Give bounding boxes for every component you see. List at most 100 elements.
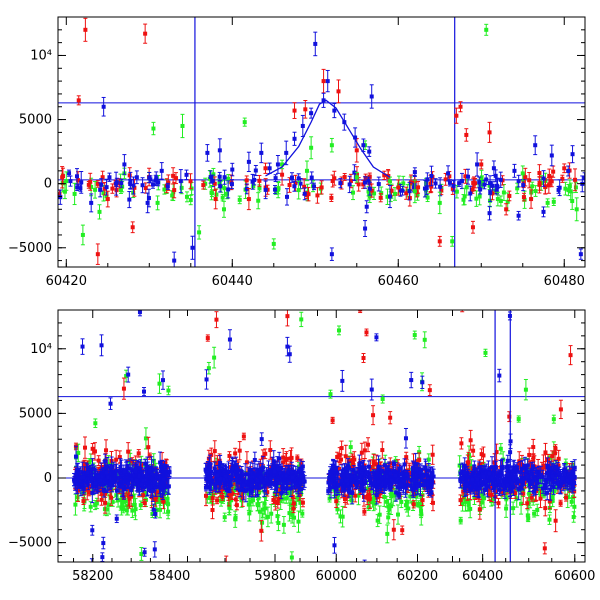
data-point-red: [210, 496, 215, 501]
data-point-green: [295, 495, 300, 500]
data-point-blue: [167, 470, 172, 475]
data-point-red: [471, 180, 476, 185]
data-point-red: [529, 197, 534, 202]
data-point-blue: [105, 475, 110, 480]
data-point-green: [248, 499, 253, 504]
data-point-green: [118, 497, 123, 502]
data-point-red: [213, 197, 218, 202]
data-point-red: [103, 500, 108, 505]
data-point-red: [547, 173, 552, 178]
data-point-green: [573, 185, 578, 190]
data-point-red: [321, 79, 326, 84]
data-point-red: [348, 179, 353, 184]
data-point-blue: [338, 181, 343, 186]
data-point-blue: [246, 159, 251, 164]
data-point-blue: [149, 484, 154, 489]
data-point-blue: [332, 108, 337, 113]
data-point-blue: [99, 474, 104, 479]
data-point-blue: [466, 174, 471, 179]
data-point-blue: [252, 478, 257, 483]
data-point-blue: [72, 479, 77, 484]
data-point-blue: [89, 200, 94, 205]
data-point-blue: [302, 191, 307, 196]
data-point-green: [220, 195, 225, 200]
data-point-red: [573, 177, 578, 182]
data-point-blue: [140, 478, 145, 483]
data-point-blue: [142, 550, 147, 555]
data-point-blue: [128, 181, 133, 186]
data-point-blue: [112, 589, 116, 593]
data-point-blue: [172, 258, 177, 263]
data-point-blue: [239, 469, 244, 474]
data-point-green: [184, 194, 189, 199]
data-point-green: [462, 194, 467, 199]
data-point-blue: [81, 475, 86, 480]
data-point-blue: [246, 472, 251, 477]
data-point-red: [83, 445, 88, 450]
data-point-blue: [285, 344, 290, 349]
data-point-blue: [226, 187, 231, 192]
data-point-green: [222, 186, 227, 191]
data-point-green: [276, 520, 281, 525]
data-point-blue: [300, 123, 305, 128]
data-point-blue: [498, 177, 503, 182]
data-point-green: [73, 502, 78, 507]
data-point-blue: [86, 477, 91, 482]
data-point-red: [288, 456, 293, 461]
data-point-blue: [121, 486, 126, 491]
data-point-red: [443, 177, 448, 182]
data-point-blue: [114, 468, 119, 473]
data-point-green: [150, 511, 155, 516]
data-point-blue: [325, 79, 330, 84]
data-point-green: [158, 507, 163, 512]
data-point-red: [336, 89, 341, 94]
data-point-red: [92, 449, 97, 454]
data-point-blue: [122, 469, 127, 474]
data-point-green: [271, 241, 276, 246]
data-point-blue: [484, 177, 489, 182]
data-point-blue: [364, 204, 369, 209]
data-point-green: [212, 355, 217, 360]
data-point-red: [363, 175, 368, 180]
data-point-blue: [129, 477, 134, 482]
data-point-blue: [491, 166, 496, 171]
data-point-green: [138, 503, 143, 508]
data-point-blue: [126, 481, 131, 486]
data-point-red: [300, 500, 305, 505]
data-point-blue: [152, 547, 157, 552]
data-point-blue: [139, 482, 144, 487]
data-point-blue: [570, 152, 575, 157]
data-point-blue: [222, 175, 227, 180]
data-point-blue: [126, 372, 131, 377]
data-point-green: [170, 193, 175, 198]
data-point-red: [281, 455, 286, 460]
data-point-green: [107, 502, 112, 507]
data-point-red: [458, 104, 463, 109]
data-point-blue: [85, 470, 90, 475]
data-point-blue: [438, 184, 443, 189]
data-point-blue: [285, 194, 290, 199]
data-point-red: [428, 182, 433, 187]
data-point-red: [437, 239, 442, 244]
data-point-green: [188, 198, 193, 203]
data-point-green: [379, 191, 384, 196]
y-tick-label: −5000: [8, 241, 52, 256]
data-point-blue: [152, 480, 157, 485]
data-point-green: [233, 517, 238, 522]
data-point-green: [530, 184, 535, 189]
data-point-blue: [230, 167, 235, 172]
data-point-blue: [352, 170, 357, 175]
data-point-green: [110, 499, 115, 504]
data-point-blue: [429, 173, 434, 178]
data-point-blue: [412, 170, 417, 175]
data-point-red: [217, 458, 222, 463]
data-point-blue: [270, 465, 275, 470]
data-point-green: [166, 388, 171, 393]
data-point-blue: [165, 484, 170, 489]
data-point-red: [454, 113, 459, 118]
data-point-green: [93, 421, 98, 426]
data-point-blue: [229, 469, 234, 474]
data-point-blue: [557, 185, 562, 190]
data-point-blue: [130, 473, 135, 478]
data-point-green: [545, 200, 550, 205]
